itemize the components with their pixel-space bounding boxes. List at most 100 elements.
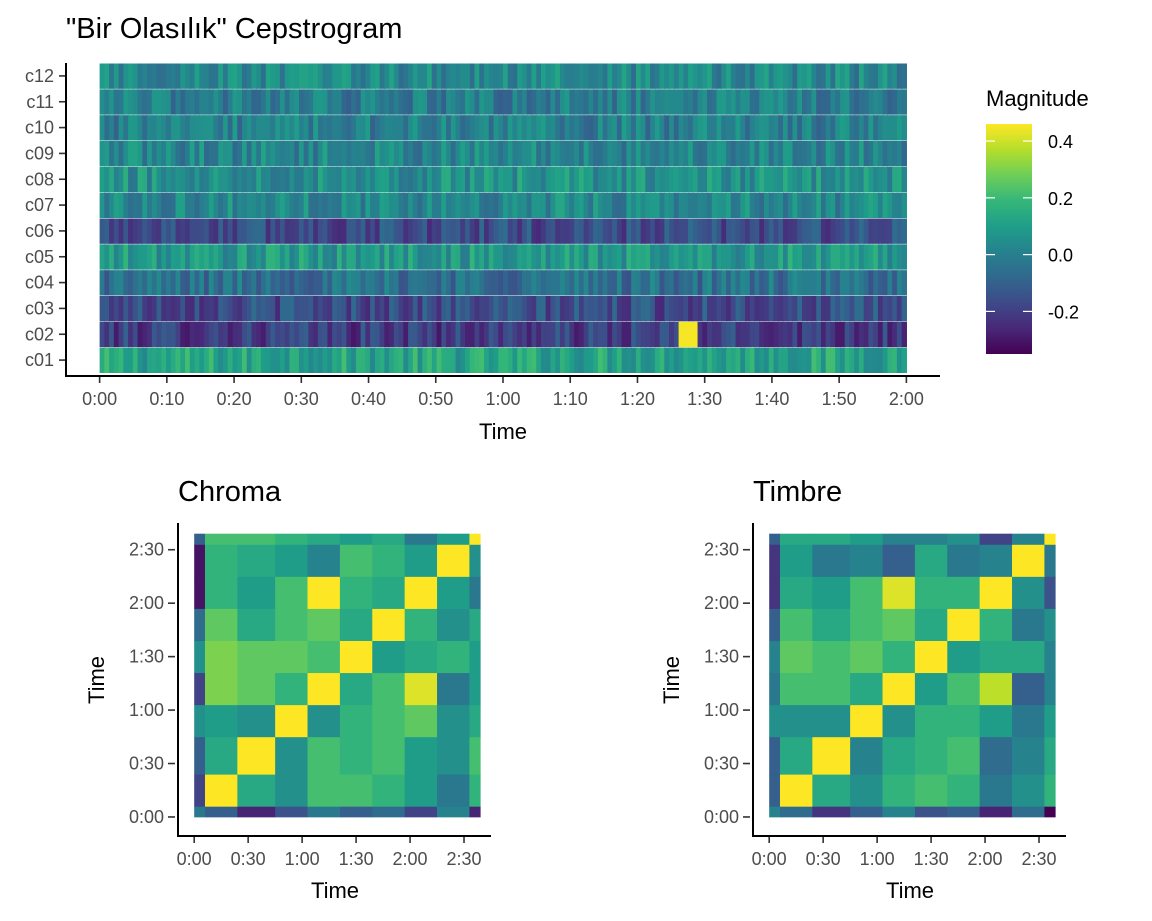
cepstrogram-cell xyxy=(109,115,115,141)
cepstrogram-cell xyxy=(355,270,362,296)
ssm-cell xyxy=(947,533,981,545)
cepstrogram-cell xyxy=(493,192,499,218)
cepstrogram-cell xyxy=(778,347,784,373)
cepstrogram-cell xyxy=(678,244,684,270)
cepstrogram-cell xyxy=(185,63,191,89)
cepstrogram-cell xyxy=(721,347,727,373)
cepstrogram-cell xyxy=(716,192,722,218)
cepstrogram-x-tick-label: 1:50 xyxy=(822,389,857,409)
cepstrogram-cell xyxy=(123,244,129,270)
cepstrogram-cell xyxy=(569,115,575,141)
cepstrogram-row-label: c06 xyxy=(25,221,54,241)
cepstrogram-cell xyxy=(346,63,352,89)
cepstrogram-cell xyxy=(602,347,609,373)
cepstrogram-cell xyxy=(526,192,533,218)
cepstrogram-cell xyxy=(702,63,708,89)
cepstrogram-cell xyxy=(830,166,836,193)
cepstrogram-cell xyxy=(232,89,238,115)
cepstrogram-cell xyxy=(616,89,623,115)
cepstrogram-cell xyxy=(455,141,461,167)
cepstrogram-cell xyxy=(559,141,566,167)
cepstrogram-cell xyxy=(825,321,832,348)
cepstrogram-cell xyxy=(431,115,438,141)
ssm-cell xyxy=(275,608,308,641)
cepstrogram-cell xyxy=(692,321,699,348)
cepstrogram-cell xyxy=(289,218,295,244)
cepstrogram-cell xyxy=(455,270,461,296)
cepstrogram-cell xyxy=(332,321,338,348)
ssm-cell xyxy=(194,576,206,609)
cepstrogram-cell xyxy=(849,63,855,89)
cepstrogram-cell xyxy=(764,321,770,348)
cepstrogram-cell xyxy=(161,218,167,244)
ssm-cell xyxy=(914,806,948,818)
cepstrogram-cell xyxy=(678,296,684,322)
cepstrogram-cell xyxy=(166,270,172,296)
ssm-cell xyxy=(372,576,406,609)
cepstrogram-cell xyxy=(597,321,604,348)
ssm-cell xyxy=(1012,576,1045,609)
cepstrogram-cell xyxy=(327,296,333,322)
cepstrogram-cell xyxy=(218,270,224,296)
cepstrogram-cell xyxy=(521,141,528,167)
cepstrogram-cell xyxy=(602,296,609,322)
cepstrogram-cell xyxy=(213,115,219,141)
cepstrogram-cell xyxy=(801,166,808,193)
cepstrogram-cell xyxy=(237,115,243,141)
cepstrogram-cell xyxy=(702,141,708,167)
cepstrogram-cell xyxy=(616,192,623,218)
cepstrogram-cell xyxy=(607,244,613,270)
cepstrogram-cell xyxy=(189,141,196,167)
cepstrogram-cell xyxy=(303,321,310,348)
cepstrogram-cell xyxy=(830,141,836,167)
cepstrogram-cell xyxy=(877,141,884,167)
cepstrogram-cell xyxy=(697,192,703,218)
cepstrogram-cell xyxy=(740,218,746,244)
cepstrogram-cell xyxy=(650,321,656,348)
cepstrogram-cell xyxy=(854,89,860,115)
cepstrogram-cell xyxy=(137,115,143,141)
cepstrogram-cell xyxy=(427,218,433,244)
cepstrogram-cell xyxy=(863,141,870,167)
cepstrogram-cell xyxy=(398,347,404,373)
cepstrogram-cell xyxy=(711,63,718,89)
cepstrogram-cell xyxy=(389,63,395,89)
cepstrogram-cell xyxy=(574,166,580,193)
cepstrogram-cell xyxy=(892,270,898,296)
cepstrogram-cell xyxy=(697,244,703,270)
chroma-x-axis-title: Time xyxy=(311,878,359,903)
cepstrogram-cell xyxy=(493,89,499,115)
cepstrogram-cell xyxy=(204,166,210,193)
ssm-cell xyxy=(914,544,948,577)
ssm-cell xyxy=(779,640,813,674)
cepstrogram-cell xyxy=(498,141,504,167)
cepstrogram-cell xyxy=(351,347,357,373)
cepstrogram-cell xyxy=(147,89,153,115)
cepstrogram-cell xyxy=(526,166,533,193)
cepstrogram-cell xyxy=(640,270,646,296)
cepstrogram-cell xyxy=(488,166,495,193)
cepstrogram-cell xyxy=(161,141,167,167)
cepstrogram-cell xyxy=(123,296,129,322)
cepstrogram-cell xyxy=(635,218,642,244)
cepstrogram-cell xyxy=(417,244,423,270)
cepstrogram-cell xyxy=(270,63,276,89)
ssm-cell xyxy=(1044,704,1056,738)
ssm-cell xyxy=(339,533,373,545)
cepstrogram-cell xyxy=(109,89,115,115)
cepstrogram-cell xyxy=(806,115,813,141)
cepstrogram-cell xyxy=(797,296,803,322)
cepstrogram-cell xyxy=(887,270,893,296)
cepstrogram-cell xyxy=(336,141,343,167)
cepstrogram-cell xyxy=(118,270,124,296)
cepstrogram-cell xyxy=(782,218,789,244)
cepstrogram-cell xyxy=(412,141,419,167)
cepstrogram-cell xyxy=(232,141,238,167)
cepstrogram-cell xyxy=(564,218,571,244)
ssm-cell xyxy=(1012,544,1045,577)
cepstrogram-cell xyxy=(455,218,461,244)
cepstrogram-cell xyxy=(355,244,362,270)
cepstrogram-cell xyxy=(673,321,680,348)
timbre-cells xyxy=(769,533,1056,818)
cepstrogram-cell xyxy=(104,192,110,218)
